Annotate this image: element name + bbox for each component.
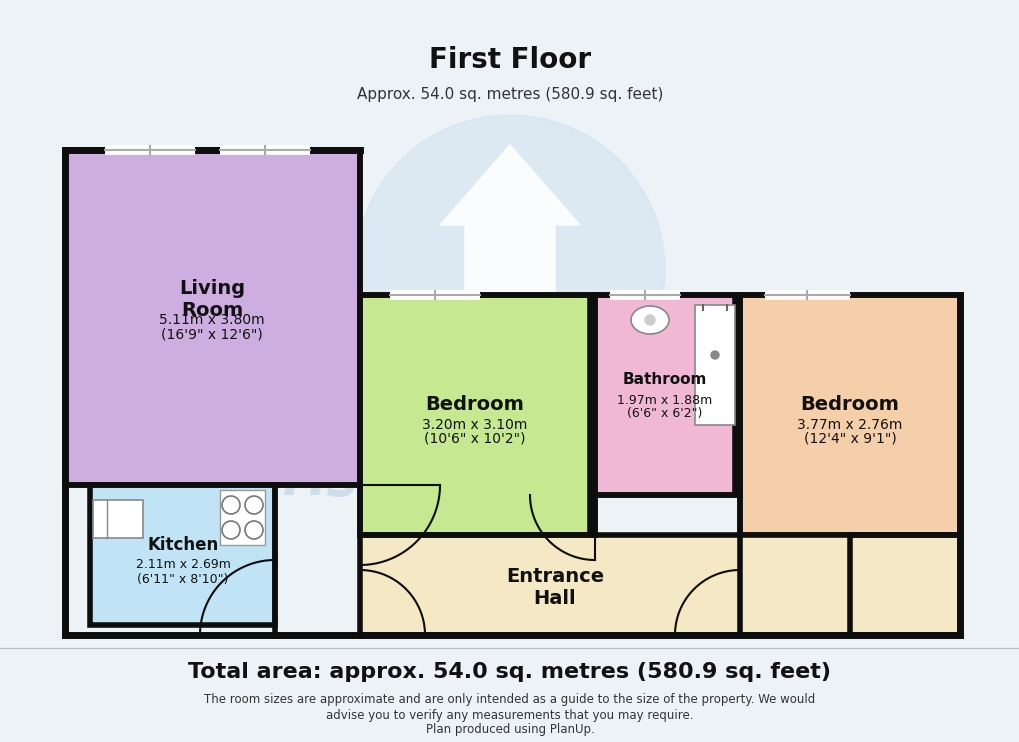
Text: Total area: approx. 54.0 sq. metres (580.9 sq. feet): Total area: approx. 54.0 sq. metres (580…	[189, 662, 830, 682]
Text: Approx. 54.0 sq. metres (580.9 sq. feet): Approx. 54.0 sq. metres (580.9 sq. feet)	[357, 88, 662, 102]
Text: (6'11" x 8'10"): (6'11" x 8'10")	[138, 573, 228, 585]
Text: 3.20m x 3.10m: 3.20m x 3.10m	[422, 418, 527, 432]
Text: (6'6" x 6'2"): (6'6" x 6'2")	[627, 407, 702, 421]
Circle shape	[222, 521, 239, 539]
Bar	[93, 500, 143, 538]
Text: Living
Room: Living Room	[178, 280, 245, 321]
Text: 5.11m x 3.80m: 5.11m x 3.80m	[159, 313, 265, 327]
Bar	[360, 535, 959, 635]
Text: The room sizes are approximate and are only intended as a guide to the size of t: The room sizes are approximate and are o…	[204, 694, 815, 706]
Bar	[594, 295, 735, 495]
Text: Tristram's: Tristram's	[252, 454, 547, 506]
Text: (10'6" x 10'2"): (10'6" x 10'2")	[424, 432, 525, 446]
Ellipse shape	[631, 306, 668, 334]
Text: 2.11m x 2.69m: 2.11m x 2.69m	[136, 559, 230, 571]
FancyArrow shape	[439, 145, 580, 380]
Text: advise you to verify any measurements that you may require.: advise you to verify any measurements th…	[326, 709, 693, 721]
Text: Bathroom: Bathroom	[623, 372, 706, 387]
Bar	[360, 295, 589, 535]
Text: Bedroom: Bedroom	[425, 395, 524, 415]
Circle shape	[245, 521, 263, 539]
Circle shape	[710, 351, 718, 359]
Text: First Floor: First Floor	[429, 46, 590, 74]
Bar	[694, 305, 735, 425]
Text: Entrance
Hall: Entrance Hall	[505, 568, 603, 608]
Text: Bedroom: Bedroom	[800, 395, 899, 415]
Circle shape	[222, 496, 239, 514]
Bar	[65, 150, 360, 485]
Text: 1.97m x 1.88m: 1.97m x 1.88m	[616, 393, 712, 407]
Circle shape	[245, 496, 263, 514]
Text: 3.77m x 2.76m: 3.77m x 2.76m	[797, 418, 902, 432]
Bar	[739, 295, 959, 535]
Text: (12'4" x 9'1"): (12'4" x 9'1")	[803, 432, 896, 446]
Bar	[90, 485, 275, 625]
Circle shape	[355, 115, 664, 425]
Text: Kitchen: Kitchen	[147, 536, 218, 554]
Bar	[220, 490, 265, 545]
Text: (16'9" x 12'6"): (16'9" x 12'6")	[161, 327, 263, 341]
Circle shape	[644, 315, 654, 325]
Text: Plan produced using PlanUp.: Plan produced using PlanUp.	[425, 723, 594, 737]
